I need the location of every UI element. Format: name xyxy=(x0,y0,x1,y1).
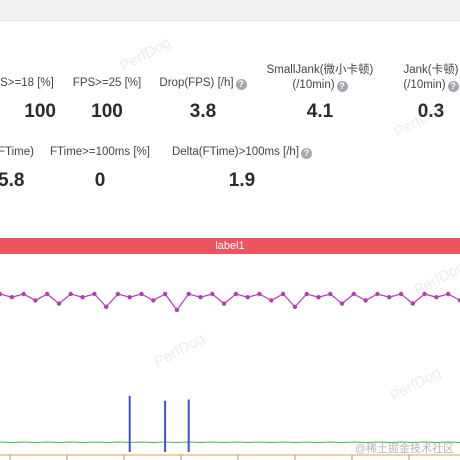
fps-point xyxy=(457,298,460,303)
fps-point xyxy=(174,307,180,313)
fps-point xyxy=(56,301,62,306)
fps-point xyxy=(9,295,14,300)
fps-point xyxy=(398,291,404,297)
metric-delta-value: 1.9 xyxy=(228,170,256,191)
series-baseline-line xyxy=(0,441,460,444)
metric-delta: Delta(FTime)>100ms [/h]? 1.9 xyxy=(170,145,314,192)
fps-point xyxy=(186,291,191,297)
fps-point xyxy=(0,291,3,297)
metric-fps25-value: 100 xyxy=(91,101,123,122)
help-icon[interactable]: ? xyxy=(301,148,313,159)
help-icon[interactable]: ? xyxy=(336,81,348,92)
top-toolbar xyxy=(0,0,460,21)
fps-point xyxy=(80,295,85,300)
fps-point xyxy=(221,301,227,306)
metric-ftime100: FTime>=100ms [%] 0 xyxy=(50,145,150,192)
metric-delta-label: Delta(FTime)>100ms [/h] xyxy=(171,146,300,158)
metric-ftime100-label: FTime>=100ms [%] xyxy=(50,146,150,158)
metric-drop-value: 3.8 xyxy=(189,101,217,122)
metric-smalljank: SmallJank(微小卡顿) (/10min)? 4.1 xyxy=(258,63,382,123)
fps-point xyxy=(339,301,345,306)
fps-point xyxy=(45,291,50,297)
fps-point xyxy=(257,291,262,297)
metric-ftime100-value: 0 xyxy=(94,170,106,191)
fps-point xyxy=(68,291,74,297)
fps-point xyxy=(33,298,38,303)
metric-drop: Drop(FPS) [/h]? 3.8 xyxy=(156,76,250,123)
watermark: PerfDog xyxy=(117,34,174,75)
metric-fps25-label: FPS>=25 [%] xyxy=(72,77,142,89)
fps-point xyxy=(233,291,239,297)
performance-chart xyxy=(0,291,460,460)
fps-point xyxy=(104,304,109,309)
metric-ftime-value: 5.8 xyxy=(0,170,25,191)
fps-point xyxy=(162,291,168,297)
help-icon[interactable]: ? xyxy=(447,81,459,92)
fps-point xyxy=(410,301,415,306)
fps-point xyxy=(422,291,427,297)
metric-fps18-label: S>=18 [%] xyxy=(0,77,54,89)
fps-point xyxy=(363,298,368,303)
metric-ftime: FTime) 5.8 xyxy=(0,145,34,192)
fps-point xyxy=(280,291,286,297)
metric-fps18: S>=18 [%] 100 xyxy=(0,76,56,123)
fps-point xyxy=(387,295,392,300)
credit-text: @稀土掘金技术社区 xyxy=(354,443,454,455)
fps-point xyxy=(198,295,203,300)
metric-smalljank-unit: (/10min) xyxy=(292,79,335,91)
fps-point xyxy=(316,295,321,300)
fps-point xyxy=(269,298,274,303)
metric-fps25: FPS>=25 [%] 100 xyxy=(66,76,148,123)
metric-fps18-value: 100 xyxy=(24,101,56,122)
fps-point xyxy=(434,295,439,300)
fps-point xyxy=(292,304,298,309)
fps-point xyxy=(375,291,380,297)
fps-point xyxy=(151,298,156,303)
fps-point xyxy=(304,291,309,297)
metric-ftime-label: FTime) xyxy=(0,146,34,158)
metric-smalljank-label-row: (/10min)? xyxy=(258,78,382,93)
fps-point xyxy=(210,291,215,297)
label-bar[interactable]: label1 xyxy=(0,238,460,254)
metric-smalljank-value: 4.1 xyxy=(306,101,334,122)
fps-point xyxy=(328,291,333,297)
fps-point xyxy=(115,291,121,297)
metric-jank-value: 0.3 xyxy=(417,101,445,122)
fps-point xyxy=(351,291,356,297)
help-icon[interactable]: ? xyxy=(235,79,247,90)
metric-jank: Jank(卡顿) (/10min)? 0.3 xyxy=(392,63,460,123)
fps-point xyxy=(245,295,250,300)
metric-drop-label-row: Drop(FPS) [/h]? xyxy=(156,76,250,91)
metric-jank-label-row: (/10min)? xyxy=(392,78,460,93)
fps-point xyxy=(92,291,97,297)
fps-point xyxy=(127,295,132,300)
metric-smalljank-label: SmallJank(微小卡顿) xyxy=(266,64,374,76)
metric-jank-label: Jank(卡顿) xyxy=(403,64,459,76)
fps-point xyxy=(21,291,26,297)
series-fps-line xyxy=(0,293,460,312)
metric-jank-unit: (/10min) xyxy=(403,79,446,91)
metric-drop-label: Drop(FPS) [/h] xyxy=(159,77,234,89)
fps-point xyxy=(446,291,451,297)
fps-point xyxy=(139,291,144,297)
metric-delta-label-row: Delta(FTime)>100ms [/h]? xyxy=(170,145,314,160)
